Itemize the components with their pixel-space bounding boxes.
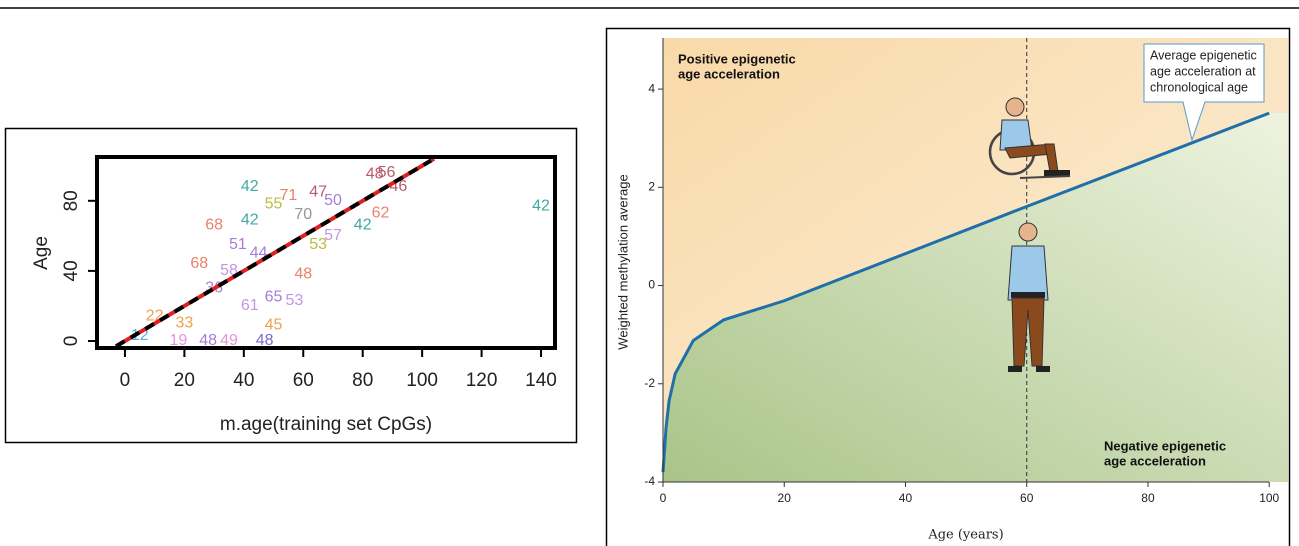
x-tick-label: 80 [1141, 491, 1155, 505]
x-tick-label: 40 [233, 370, 254, 391]
annotation: Positive epigenetic [678, 51, 796, 66]
point-label: 48 [256, 332, 274, 349]
icon-part [999, 119, 1033, 151]
x-axis-label: m.age(training set CpGs) [220, 414, 432, 435]
point-label: 65 [265, 288, 283, 305]
point-label: 71 [280, 187, 298, 204]
point-label: 68 [190, 255, 208, 272]
icon-part [1008, 366, 1022, 372]
icon-part [1019, 175, 1071, 179]
x-tick-label: 0 [120, 370, 131, 391]
icon-part [1011, 292, 1045, 298]
x-tick-label: 80 [352, 370, 373, 391]
y-tick-label: -2 [644, 376, 655, 390]
series-line [661, 111, 1270, 473]
point-label: 42 [241, 178, 259, 195]
y-axis-label: Weighted methylation average [615, 174, 630, 349]
icon-part [1005, 97, 1025, 117]
callout-text: chronological age [1150, 80, 1248, 94]
point-label: 48 [366, 166, 384, 183]
icon-part [1044, 170, 1070, 176]
standing-person [1007, 222, 1050, 372]
x-axis-label: Age (years) [927, 528, 1003, 543]
plot-background [663, 38, 1288, 482]
callout-text: Average epigenetic [1150, 48, 1257, 62]
point-label: 62 [372, 204, 390, 221]
point-label: 68 [205, 217, 223, 234]
point-label: 47 [309, 183, 327, 200]
y-tick-label: 0 [648, 278, 655, 292]
annotation: age acceleration [1104, 453, 1206, 468]
point-label: 49 [220, 332, 238, 349]
point-label: 42 [532, 197, 550, 214]
x-tick-label: 100 [406, 370, 438, 391]
left-frame [4, 127, 578, 444]
y-tick-label: -4 [644, 474, 655, 488]
person-icons [988, 97, 1071, 372]
y-tick-label: 80 [61, 190, 82, 211]
icon-part [1036, 366, 1050, 372]
x-tick-label: 100 [1259, 491, 1279, 505]
callout-text: age acceleration at [1150, 64, 1256, 78]
point-label: 33 [175, 315, 193, 332]
point-label: 53 [285, 292, 303, 309]
x-tick-label: 0 [660, 491, 667, 505]
point-label: 50 [324, 192, 342, 209]
point-label: 48 [199, 332, 217, 349]
point-label: 53 [309, 236, 327, 253]
x-tick-label: 20 [778, 491, 792, 505]
point-label: 42 [354, 217, 372, 234]
negative-region [663, 113, 1288, 482]
point-label: 48 [294, 266, 312, 283]
y-tick-label: 4 [648, 81, 655, 95]
x-tick-label: 40 [899, 491, 913, 505]
positive-region [663, 38, 1288, 473]
point-label: 51 [229, 236, 247, 253]
point-label: 42 [241, 211, 259, 228]
point-label: 19 [170, 332, 188, 349]
x-tick-label: 140 [525, 370, 557, 391]
x-tick-label: 120 [466, 370, 498, 391]
wheelchair-person [988, 97, 1071, 179]
callout-box [1143, 43, 1265, 142]
y-tick-label: 2 [648, 179, 655, 193]
point-label: 45 [265, 316, 283, 333]
point-label: 61 [241, 297, 259, 314]
point-label: 56 [378, 164, 396, 181]
icon-part [1018, 222, 1038, 242]
x-tick-label: 60 [293, 370, 314, 391]
y-tick-label: 40 [61, 260, 82, 281]
x-tick-label: 20 [174, 370, 195, 391]
plot-border [95, 155, 557, 350]
point-label: 57 [324, 227, 342, 244]
annotation: Negative epigenetic [1104, 438, 1226, 453]
x-tick-label: 60 [1020, 491, 1034, 505]
icon-part [1007, 245, 1049, 301]
annotation: age acceleration [678, 66, 780, 81]
scatter-layer: 4242624648567155426868705053425365614548… [115, 157, 550, 349]
y-tick-label: 0 [61, 336, 82, 347]
point-label: 55 [265, 196, 283, 213]
fit-line [115, 158, 433, 348]
y-axis-label: Age [31, 236, 52, 270]
point-label: 70 [294, 206, 312, 223]
